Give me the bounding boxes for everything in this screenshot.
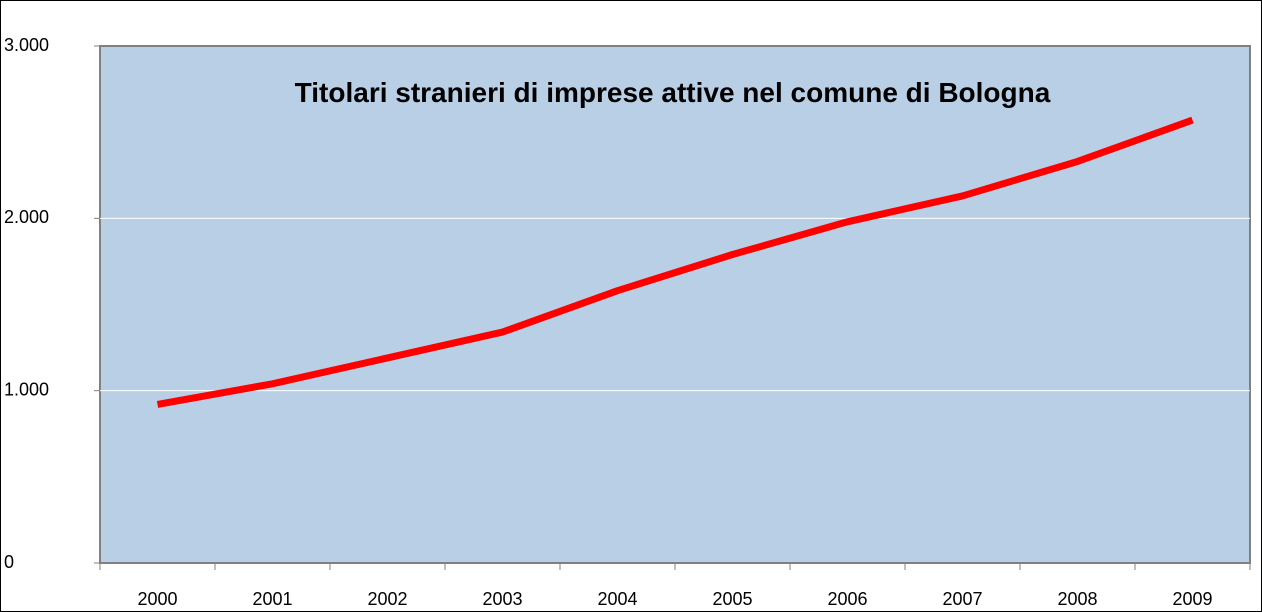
- x-tick-label: 2006: [827, 589, 867, 609]
- x-tick-label: 2003: [482, 589, 522, 609]
- y-tick-label: 1.000: [4, 379, 49, 399]
- title-box: Titolari stranieri di imprese attive nel…: [294, 77, 1051, 108]
- x-tick-label: 2002: [367, 589, 407, 609]
- line-series: [156, 116, 1194, 408]
- x-tick-label: 2009: [1172, 589, 1212, 609]
- x-tick-label: 2008: [1057, 589, 1097, 609]
- x-tick-label: 2001: [252, 589, 292, 609]
- chart-title: Titolari stranieri di imprese attive nel…: [294, 77, 1051, 108]
- y-tick-label: 0: [4, 552, 14, 572]
- y-tick-label: 2.000: [4, 207, 49, 227]
- x-tick-label: 2005: [712, 589, 752, 609]
- plot-area: [99, 45, 1251, 564]
- x-tick-label: 2004: [597, 589, 637, 609]
- x-tick-label: 2007: [942, 589, 982, 609]
- y-tick-label: 3.000: [4, 35, 49, 55]
- x-tick-label: 2000: [137, 589, 177, 609]
